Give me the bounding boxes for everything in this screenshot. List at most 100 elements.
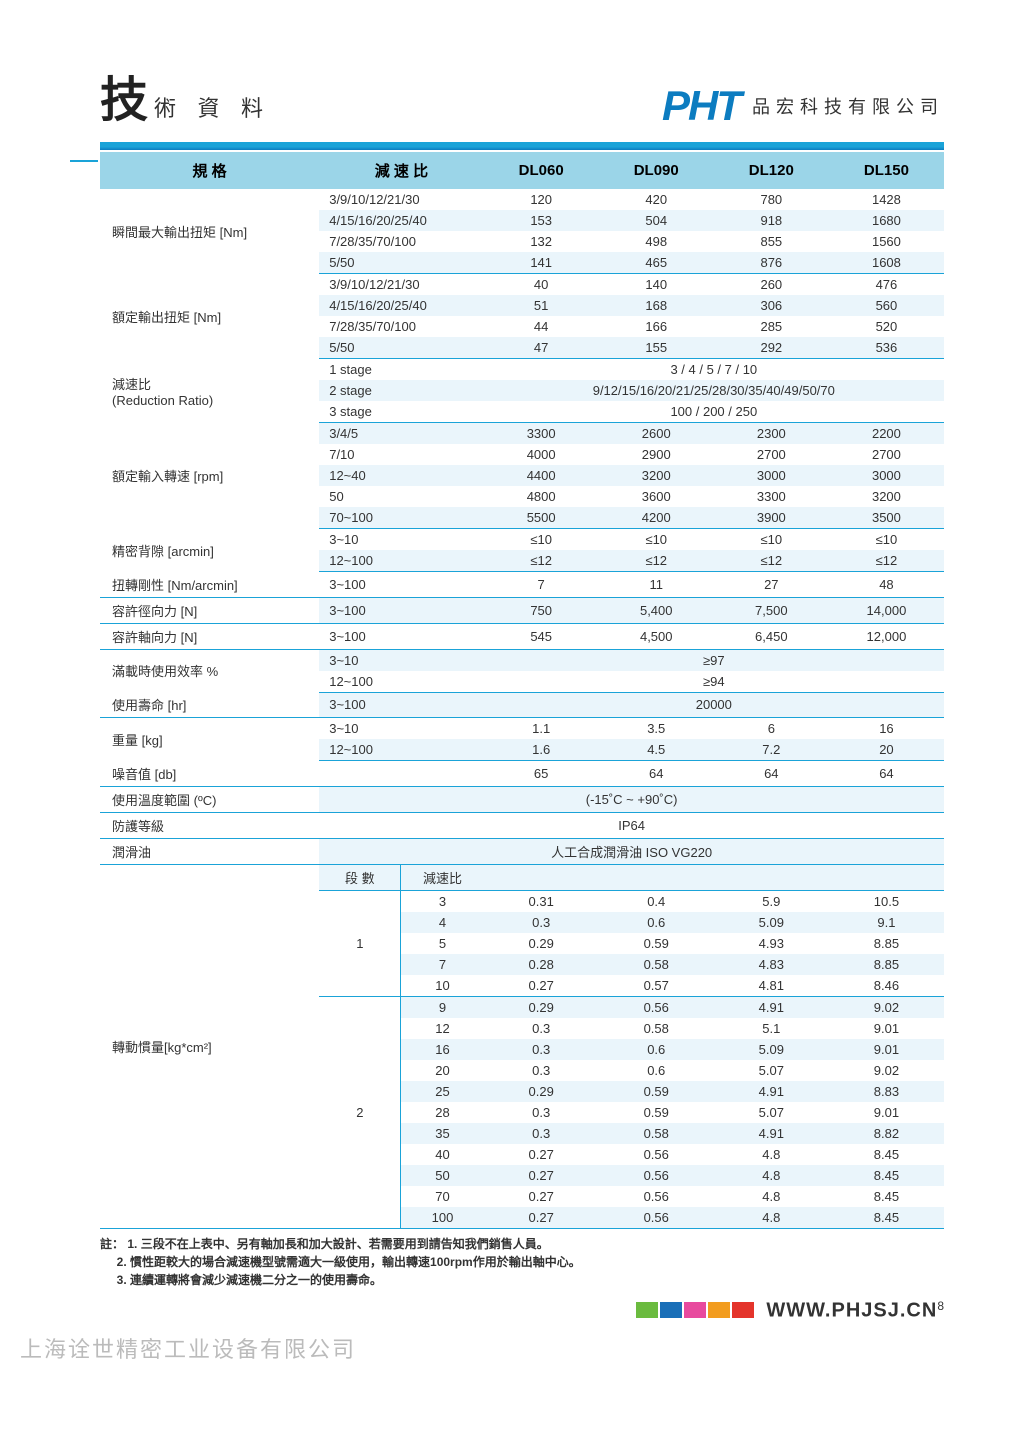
- value-cell: 8.45: [829, 1144, 944, 1165]
- value-cell: 4.91: [714, 996, 829, 1018]
- inertia-ratio-cell: 228: [319, 1102, 483, 1123]
- value-cell: 3300: [484, 423, 599, 445]
- value-cell: 1560: [829, 231, 944, 252]
- value-cell: 8.82: [829, 1123, 944, 1144]
- inertia-ratio-cell: 100: [319, 1207, 483, 1229]
- value-cell: 0.27: [484, 1186, 599, 1207]
- value-cell: 1.6: [484, 739, 599, 761]
- color-blocks: [636, 1302, 754, 1318]
- span-cell: ≥94: [484, 671, 944, 693]
- ratio-cell: 4/15/16/20/25/40: [319, 210, 483, 231]
- value-cell: ≤12: [484, 550, 599, 572]
- value-cell: 0.56: [599, 1165, 714, 1186]
- spec-table: 規 格 減 速 比 DL060 DL090 DL120 DL150 瞬間最大輸出…: [100, 152, 944, 1229]
- table-row: 潤滑油人工合成潤滑油 ISO VG220: [100, 838, 944, 864]
- value-cell: 0.6: [599, 912, 714, 933]
- inertia-ratio-cell: 15: [319, 933, 483, 954]
- value-cell: 0.3: [484, 1123, 599, 1144]
- value-cell: 44: [484, 316, 599, 337]
- ratio-cell: 3~100: [319, 623, 483, 649]
- value-cell: 0.27: [484, 1207, 599, 1229]
- value-cell: 292: [714, 337, 829, 359]
- header-bar: [100, 142, 944, 150]
- value-cell: 1.1: [484, 718, 599, 740]
- empty-cell: [484, 864, 944, 890]
- th-dl120: DL120: [714, 152, 829, 189]
- value-cell: 2200: [829, 423, 944, 445]
- spec-label: 額定輸出扭矩 [Nm]: [100, 274, 319, 359]
- value-cell: 0.4: [599, 890, 714, 912]
- inertia-ratio-cell: 25: [319, 1081, 483, 1102]
- value-cell: 132: [484, 231, 599, 252]
- value-cell: 166: [599, 316, 714, 337]
- value-cell: 0.58: [599, 954, 714, 975]
- value-cell: 141: [484, 252, 599, 274]
- value-cell: 120: [484, 189, 599, 210]
- inertia-ratio-cell: 3: [319, 890, 483, 912]
- table-row: 噪音值 [db]65646464: [100, 761, 944, 787]
- table-row: 容許徑向力 [N]3~1007505,4007,50014,000: [100, 597, 944, 623]
- inertia-ratio-cell: 4: [319, 912, 483, 933]
- value-cell: 498: [599, 231, 714, 252]
- value-cell: ≤10: [714, 529, 829, 551]
- inertia-ratio-cell: 50: [319, 1165, 483, 1186]
- value-cell: 0.6: [599, 1060, 714, 1081]
- inertia-header-row: 轉動慣量[kg*cm²]段 數減速比: [100, 864, 944, 890]
- value-cell: 0.56: [599, 996, 714, 1018]
- value-cell: 0.59: [599, 933, 714, 954]
- span-cell: (-15˚C ~ +90˚C): [319, 786, 944, 812]
- page-header: 技 術 資 料 PHT 品宏科技有限公司: [100, 60, 944, 130]
- value-cell: 0.29: [484, 996, 599, 1018]
- value-cell: 536: [829, 337, 944, 359]
- note-2: 2. 慣性距較大的場合減速機型號需適大一級使用，輸出轉速100rpm作用於輸出軸…: [117, 1255, 581, 1269]
- value-cell: 0.58: [599, 1018, 714, 1039]
- value-cell: ≤10: [829, 529, 944, 551]
- value-cell: 4.93: [714, 933, 829, 954]
- value-cell: ≤12: [829, 550, 944, 572]
- table-header-row: 規 格 減 速 比 DL060 DL090 DL120 DL150: [100, 152, 944, 189]
- logo-brand: PHT: [662, 82, 740, 130]
- color-swatch: [684, 1302, 706, 1318]
- value-cell: 5,400: [599, 597, 714, 623]
- value-cell: 3600: [599, 486, 714, 507]
- ratio-cell: 12~100: [319, 550, 483, 572]
- table-row: 額定輸出扭矩 [Nm]3/9/10/12/21/3040140260476: [100, 274, 944, 296]
- ratio-cell: 3/9/10/12/21/30: [319, 189, 483, 210]
- ratio-cell: 3~100: [319, 597, 483, 623]
- value-cell: 2600: [599, 423, 714, 445]
- value-cell: 465: [599, 252, 714, 274]
- value-cell: 0.6: [599, 1039, 714, 1060]
- inertia-ratio-cell: 20: [319, 1060, 483, 1081]
- value-cell: 504: [599, 210, 714, 231]
- value-cell: 40: [484, 274, 599, 296]
- value-cell: 7: [484, 572, 599, 598]
- value-cell: 4.8: [714, 1165, 829, 1186]
- ratio-cell: 2 stage: [319, 380, 483, 401]
- value-cell: 8.85: [829, 954, 944, 975]
- spec-label: 精密背隙 [arcmin]: [100, 529, 319, 572]
- span-cell: 3 / 4 / 5 / 7 / 10: [484, 359, 944, 381]
- value-cell: 47: [484, 337, 599, 359]
- span-cell: 9/12/15/16/20/21/25/28/30/35/40/49/50/70: [484, 380, 944, 401]
- spec-label: 額定輸入轉速 [rpm]: [100, 423, 319, 529]
- value-cell: 0.3: [484, 912, 599, 933]
- span-cell: 人工合成潤滑油 ISO VG220: [319, 838, 944, 864]
- value-cell: 12,000: [829, 623, 944, 649]
- value-cell: 5.09: [714, 1039, 829, 1060]
- value-cell: 3300: [714, 486, 829, 507]
- spec-label: 扭轉剛性 [Nm/arcmin]: [100, 572, 319, 598]
- value-cell: 3000: [714, 465, 829, 486]
- value-cell: ≤12: [599, 550, 714, 572]
- footer-url: WWW.PHJSJ.CN: [766, 1299, 937, 1321]
- value-cell: 14,000: [829, 597, 944, 623]
- ratio-cell: 3~100: [319, 692, 483, 718]
- value-cell: 285: [714, 316, 829, 337]
- ratio-cell: 12~100: [319, 671, 483, 693]
- value-cell: 4.83: [714, 954, 829, 975]
- value-cell: 1428: [829, 189, 944, 210]
- ratio-cell: 1 stage: [319, 359, 483, 381]
- value-cell: 780: [714, 189, 829, 210]
- value-cell: 0.3: [484, 1018, 599, 1039]
- th-dl090: DL090: [599, 152, 714, 189]
- value-cell: 16: [829, 718, 944, 740]
